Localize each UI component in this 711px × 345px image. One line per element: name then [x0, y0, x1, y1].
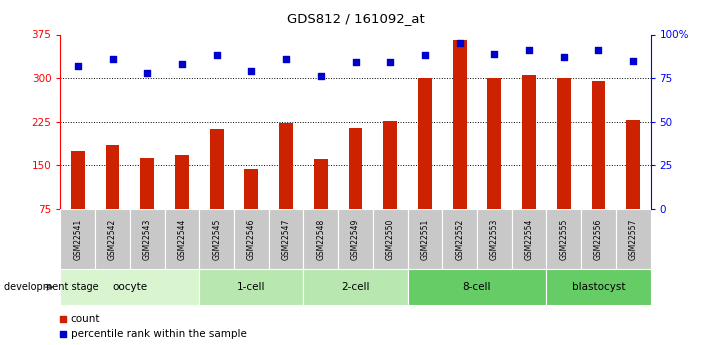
Point	[628, 58, 639, 63]
Bar	[512, 209, 547, 269]
Bar	[304, 269, 407, 305]
Bar	[279, 124, 293, 209]
Bar	[269, 209, 304, 269]
Bar	[199, 209, 234, 269]
Bar	[581, 209, 616, 269]
Bar	[626, 120, 640, 209]
Text: percentile rank within the sample: percentile rank within the sample	[71, 329, 247, 339]
Point	[229, 253, 240, 258]
Text: GSM22544: GSM22544	[178, 218, 186, 259]
Bar	[105, 146, 119, 209]
Point	[419, 53, 431, 58]
Text: GDS812 / 161092_at: GDS812 / 161092_at	[287, 12, 424, 25]
Point	[246, 68, 257, 74]
Point	[211, 53, 223, 58]
Bar	[60, 209, 95, 269]
Point	[141, 70, 153, 76]
Point	[229, 118, 240, 123]
Bar	[383, 121, 397, 209]
Point	[523, 47, 535, 53]
Text: GSM22550: GSM22550	[385, 218, 395, 259]
Text: GSM22542: GSM22542	[108, 218, 117, 259]
Text: GSM22553: GSM22553	[490, 218, 499, 259]
Text: GSM22543: GSM22543	[143, 218, 151, 259]
Bar	[418, 78, 432, 209]
Bar	[592, 81, 606, 209]
Bar	[547, 209, 581, 269]
Text: oocyte: oocyte	[112, 282, 147, 292]
Point	[315, 73, 326, 79]
Bar	[175, 155, 189, 209]
Bar	[407, 209, 442, 269]
Bar	[95, 209, 130, 269]
Point	[454, 40, 465, 46]
Bar	[71, 151, 85, 209]
Text: GSM22551: GSM22551	[420, 218, 429, 259]
Point	[385, 60, 396, 65]
Bar	[477, 209, 512, 269]
Bar	[164, 209, 199, 269]
Text: GSM22556: GSM22556	[594, 218, 603, 259]
Bar	[304, 209, 338, 269]
Bar	[234, 209, 269, 269]
Text: GSM22545: GSM22545	[212, 218, 221, 259]
Point	[72, 63, 83, 69]
Text: GSM22555: GSM22555	[560, 218, 568, 259]
Bar	[130, 209, 164, 269]
Text: development stage: development stage	[4, 282, 98, 292]
Point	[488, 51, 500, 57]
Point	[593, 47, 604, 53]
Text: 2-cell: 2-cell	[341, 282, 370, 292]
Bar	[60, 269, 199, 305]
Bar	[442, 209, 477, 269]
Text: GSM22548: GSM22548	[316, 218, 326, 259]
Text: GSM22546: GSM22546	[247, 218, 256, 259]
Text: count: count	[71, 314, 100, 324]
Text: blastocyst: blastocyst	[572, 282, 625, 292]
Bar	[407, 269, 547, 305]
Text: GSM22541: GSM22541	[73, 218, 82, 259]
Bar	[348, 128, 363, 209]
Point	[107, 56, 118, 62]
Text: GSM22552: GSM22552	[455, 218, 464, 259]
Bar	[245, 169, 258, 209]
Text: GSM22557: GSM22557	[629, 218, 638, 259]
Point	[350, 60, 361, 65]
Text: 1-cell: 1-cell	[237, 282, 266, 292]
Text: GSM22549: GSM22549	[351, 218, 360, 259]
Bar	[314, 159, 328, 209]
Bar	[547, 269, 651, 305]
Bar	[338, 209, 373, 269]
Point	[558, 55, 570, 60]
Bar	[522, 75, 536, 209]
Text: GSM22554: GSM22554	[525, 218, 533, 259]
Bar	[210, 129, 223, 209]
Bar	[453, 40, 466, 209]
Text: GSM22547: GSM22547	[282, 218, 291, 259]
Text: 8-cell: 8-cell	[463, 282, 491, 292]
Bar	[373, 209, 407, 269]
Bar	[616, 209, 651, 269]
Bar	[199, 269, 304, 305]
Bar	[557, 78, 571, 209]
Bar	[488, 78, 501, 209]
Point	[176, 61, 188, 67]
Bar	[140, 158, 154, 209]
Point	[280, 56, 292, 62]
